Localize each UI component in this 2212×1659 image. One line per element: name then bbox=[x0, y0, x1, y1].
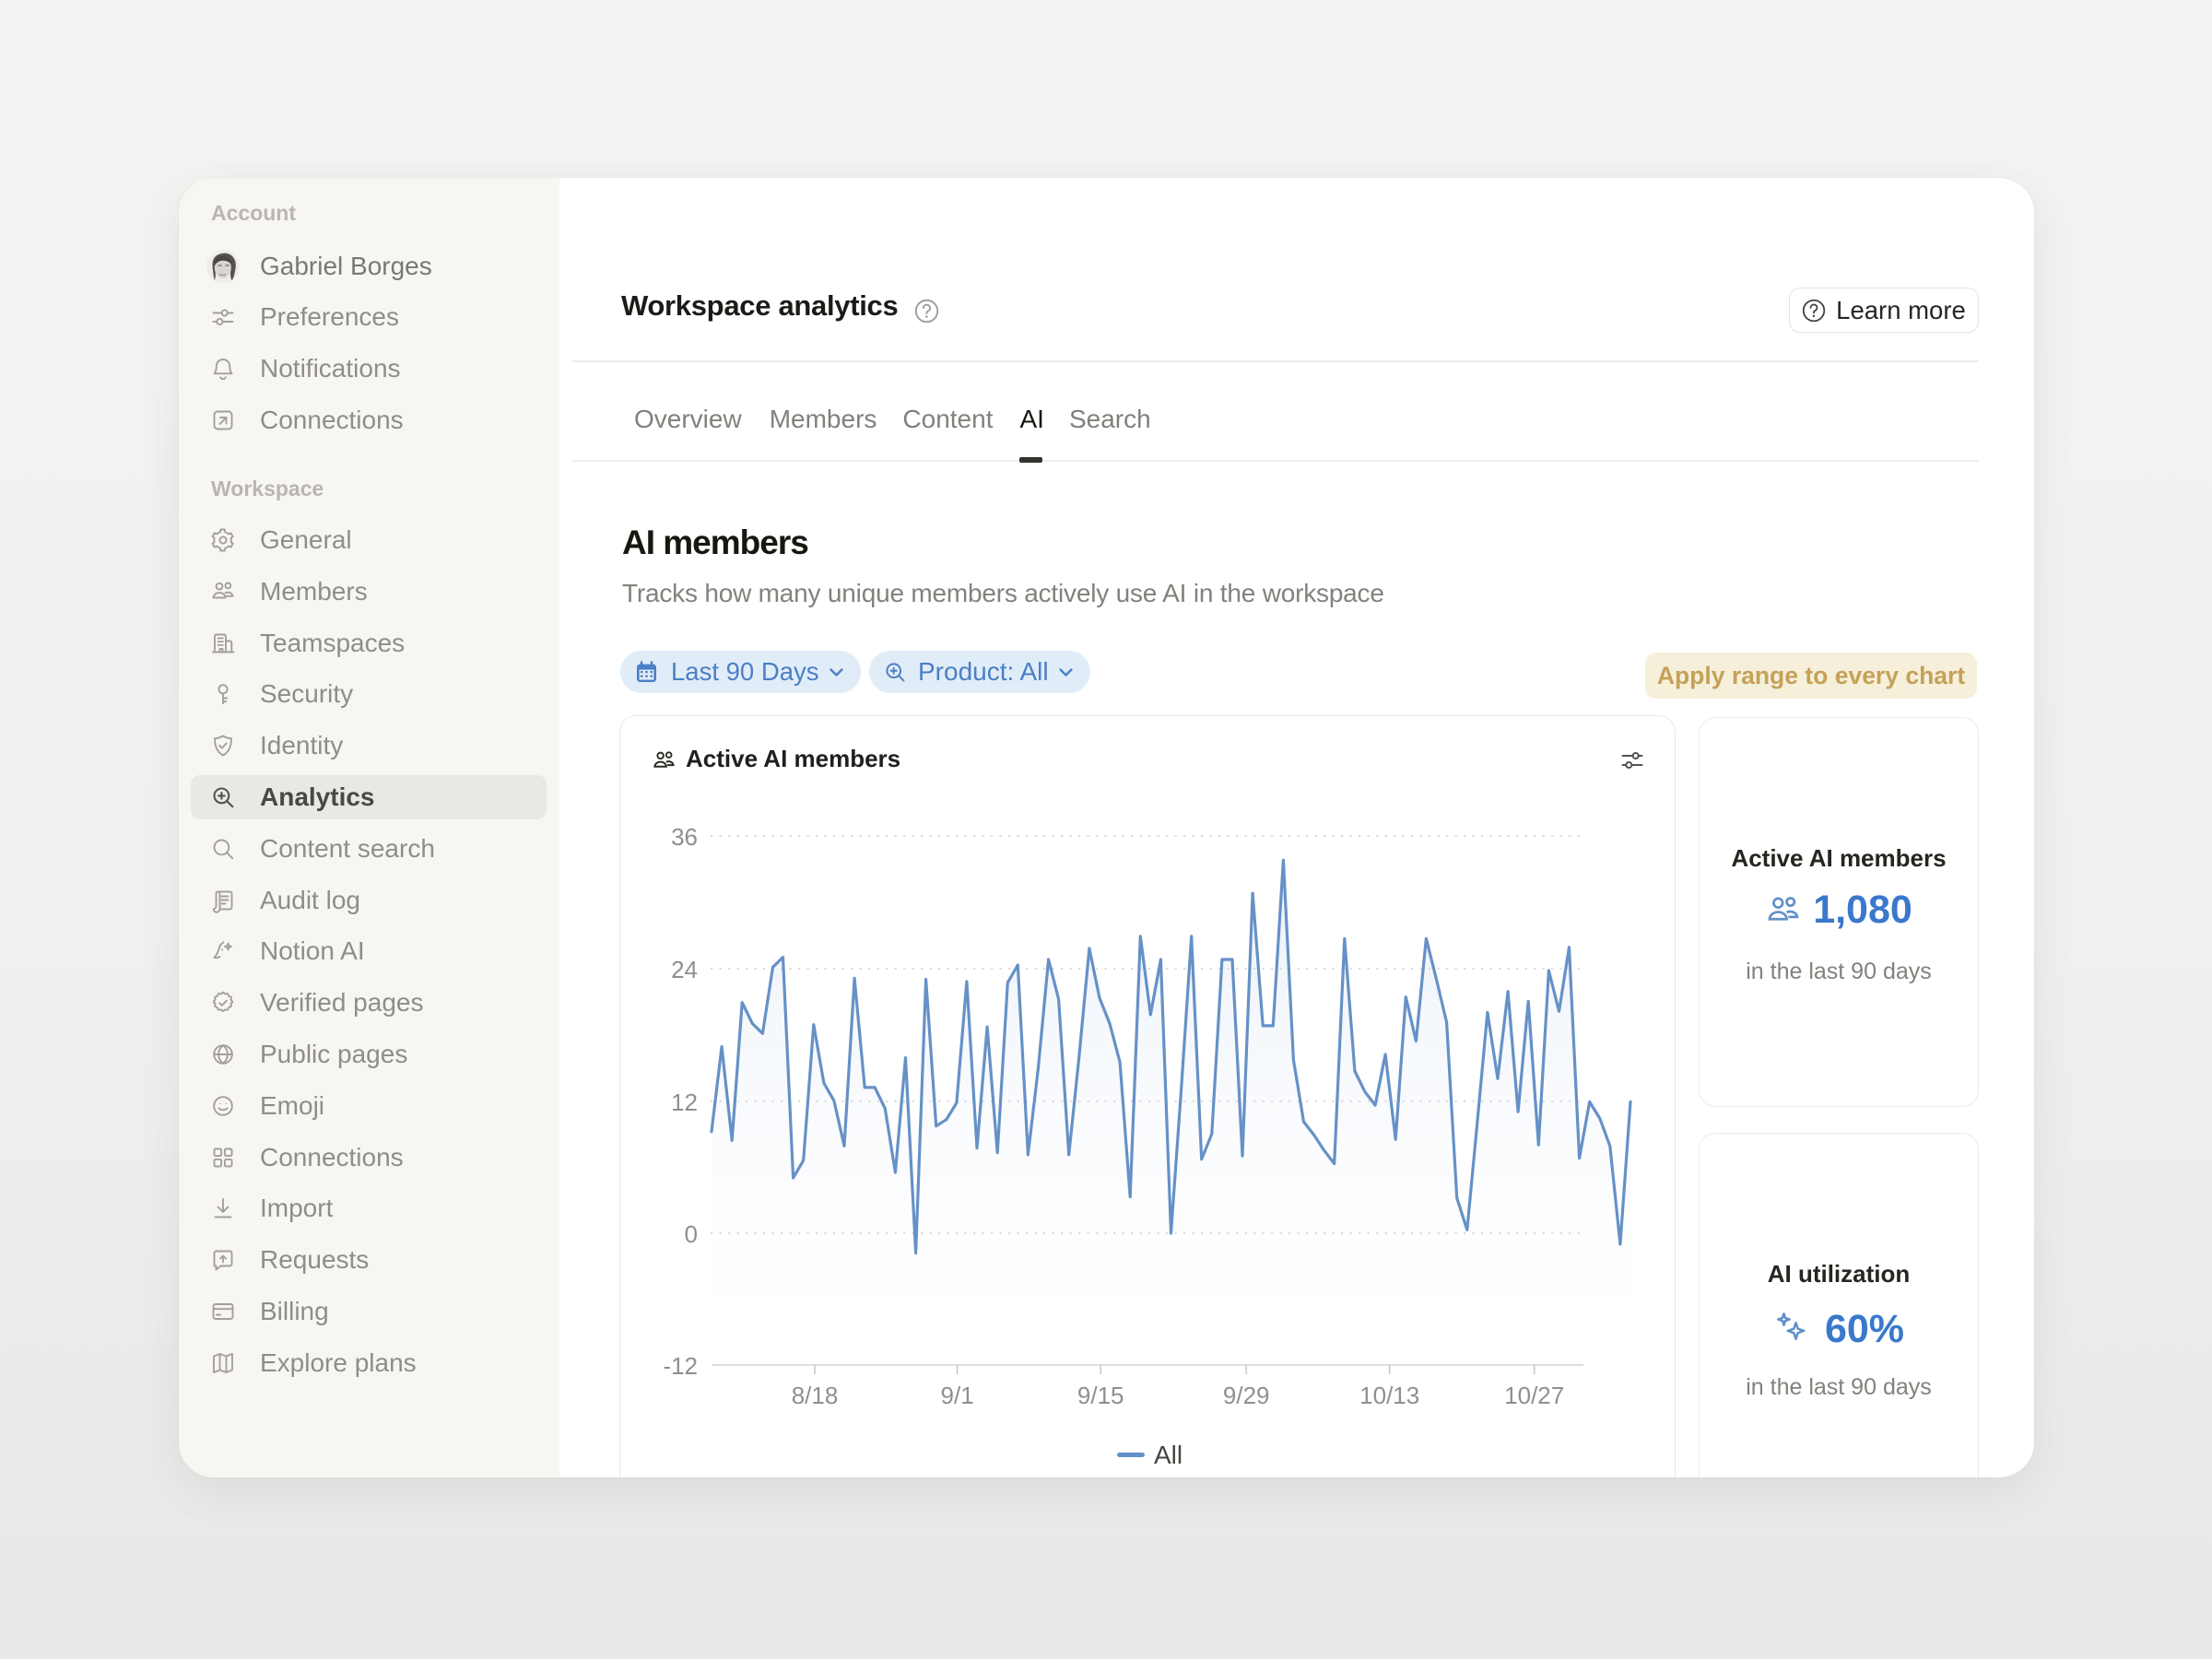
svg-text:9/15: 9/15 bbox=[1077, 1382, 1124, 1409]
svg-text:-12: -12 bbox=[663, 1352, 698, 1380]
svg-text:10/13: 10/13 bbox=[1359, 1382, 1419, 1409]
svg-text:10/27: 10/27 bbox=[1504, 1382, 1564, 1409]
svg-text:9/1: 9/1 bbox=[941, 1382, 974, 1409]
svg-text:36: 36 bbox=[671, 823, 698, 851]
svg-text:24: 24 bbox=[671, 956, 698, 983]
svg-text:9/29: 9/29 bbox=[1223, 1382, 1270, 1409]
svg-text:8/18: 8/18 bbox=[792, 1382, 839, 1409]
svg-text:0: 0 bbox=[685, 1220, 698, 1248]
svg-text:12: 12 bbox=[671, 1088, 698, 1116]
